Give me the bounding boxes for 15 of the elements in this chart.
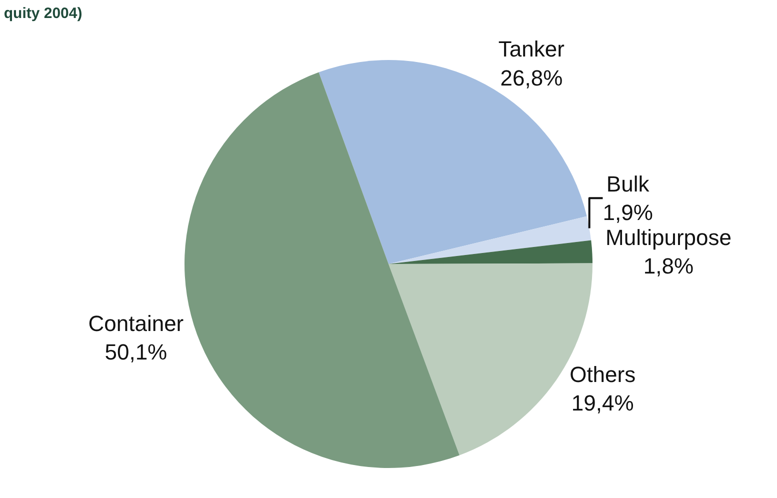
data-label: 26,8% bbox=[500, 65, 563, 90]
data-label: 1,9% bbox=[602, 200, 653, 225]
slice-label: Multipurpose bbox=[606, 224, 732, 250]
slice-label: Tanker bbox=[498, 36, 564, 62]
pie-slice bbox=[388, 216, 592, 264]
data-label: 50,1% bbox=[104, 339, 168, 364]
data-label: 1,8% bbox=[643, 253, 694, 278]
slice-label: Container bbox=[88, 310, 184, 336]
pie-slice bbox=[318, 60, 587, 264]
chart-title: quity 2004) bbox=[4, 4, 82, 22]
slice-label: Bulk bbox=[606, 171, 650, 196]
data-label: 19,4% bbox=[571, 390, 634, 416]
pie-slice bbox=[184, 72, 460, 468]
slice-label: Others bbox=[570, 362, 636, 388]
pie-slice bbox=[388, 240, 592, 264]
